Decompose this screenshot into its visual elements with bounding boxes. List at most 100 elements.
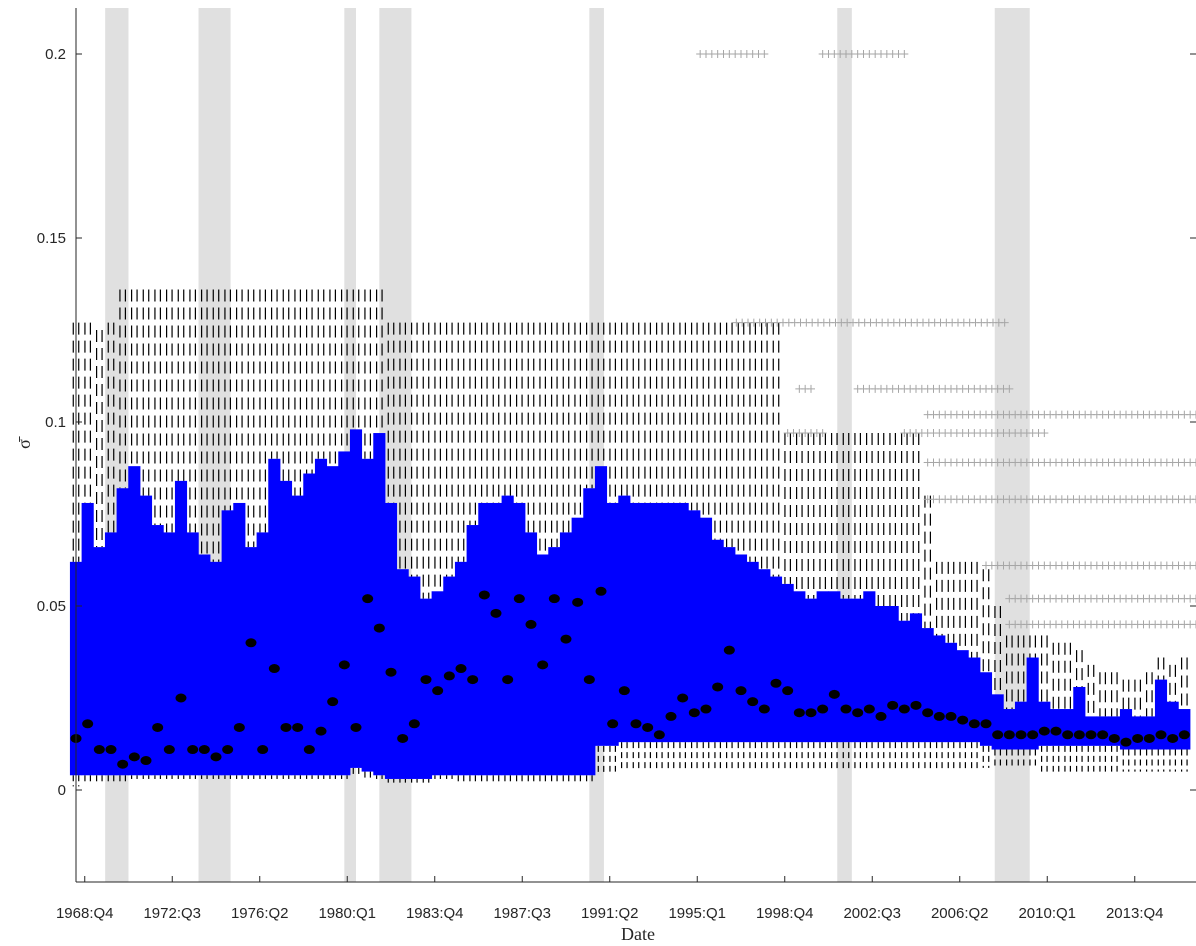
median-marker — [1003, 730, 1015, 740]
median-marker — [945, 711, 957, 721]
iqr-box — [221, 510, 234, 776]
median-marker — [922, 708, 934, 718]
median-marker — [128, 752, 140, 762]
iqr-box — [874, 606, 888, 743]
median-marker — [513, 594, 525, 604]
x-tick-label: 1972:Q3 — [143, 905, 201, 922]
median-marker — [1073, 730, 1085, 740]
median-marker — [863, 704, 875, 714]
median-marker — [455, 664, 467, 674]
x-tick-label: 1968:Q4 — [56, 905, 114, 922]
median-marker — [268, 664, 280, 674]
iqr-box — [314, 458, 328, 776]
median-marker — [875, 711, 887, 721]
median-marker — [712, 682, 724, 692]
median-marker — [187, 745, 199, 755]
x-tick-label: 1976:Q2 — [231, 905, 289, 922]
outlier-plus — [1192, 561, 1196, 570]
median-marker — [233, 722, 245, 732]
median-marker — [968, 719, 980, 729]
median-marker — [443, 671, 455, 681]
outlier-plus — [1192, 620, 1196, 629]
iqr-box — [209, 561, 223, 776]
iqr-box — [93, 547, 106, 776]
x-tick-label: 2010:Q1 — [1018, 905, 1076, 922]
outlier-plus — [900, 50, 909, 58]
y-axis-label: σ̄ — [14, 436, 34, 449]
median-marker — [618, 686, 630, 696]
iqr-box — [279, 480, 293, 776]
median-marker — [1143, 733, 1155, 743]
median-marker — [502, 675, 514, 685]
x-tick-label: 1995:Q1 — [668, 905, 726, 922]
median-marker — [840, 704, 852, 714]
median-marker — [758, 704, 770, 714]
median-marker — [373, 623, 385, 633]
recession-band — [837, 8, 852, 882]
outlier-plus — [760, 50, 769, 58]
median-marker — [1050, 726, 1062, 736]
iqr-box — [303, 473, 316, 776]
iqr-box — [816, 591, 829, 743]
iqr-box — [571, 517, 584, 776]
iqr-box — [618, 495, 631, 743]
median-marker — [1132, 733, 1144, 743]
iqr-box — [338, 451, 351, 776]
iqr-box — [886, 606, 899, 743]
iqr-box — [968, 657, 981, 743]
median-marker — [700, 704, 712, 714]
iqr-box — [793, 591, 806, 743]
x-tick-label: 1983:Q4 — [406, 905, 464, 922]
median-marker — [723, 645, 735, 655]
iqr-box — [1061, 709, 1074, 746]
iqr-box — [699, 517, 713, 743]
iqr-box — [1014, 701, 1028, 750]
median-marker — [898, 704, 910, 714]
iqr-box — [81, 502, 94, 776]
median-marker — [887, 700, 899, 710]
median-marker — [642, 722, 654, 732]
median-marker — [82, 719, 94, 729]
whiskers — [72, 289, 1188, 787]
iqr-box — [606, 502, 619, 746]
iqr-box — [769, 576, 783, 743]
median-marker — [350, 722, 362, 732]
median-marker — [1097, 730, 1109, 740]
median-marker — [747, 697, 759, 707]
iqr-box — [419, 598, 433, 779]
x-tick-label: 1998:Q4 — [756, 905, 814, 922]
median-marker — [1167, 733, 1179, 743]
median-marker — [362, 594, 374, 604]
outlier-plus — [1005, 384, 1014, 393]
iqr-box — [478, 502, 491, 776]
median-markers — [70, 586, 1190, 769]
iqr-box — [408, 576, 421, 779]
iqr-box — [781, 583, 794, 743]
median-marker — [292, 722, 304, 732]
x-tick-label: 1991:Q2 — [581, 905, 639, 922]
median-marker — [198, 745, 210, 755]
iqr-box — [373, 433, 386, 776]
median-marker — [793, 708, 805, 718]
ticks: 1968:Q4 1972:Q3 1976:Q2 1980:Q1 1983:Q4 1987:… — [37, 46, 1196, 922]
median-marker — [1155, 730, 1167, 740]
iqr-box — [933, 635, 946, 743]
median-marker — [1015, 730, 1027, 740]
median-marker — [735, 686, 747, 696]
iqr-box — [734, 554, 748, 743]
y-tick-label: 0.05 — [37, 598, 66, 615]
iqr-box — [909, 613, 923, 743]
median-marker — [910, 700, 922, 710]
median-marker — [992, 730, 1004, 740]
iqr-box — [641, 502, 654, 743]
median-marker — [572, 597, 584, 607]
median-marker — [560, 634, 572, 644]
iqr-box — [758, 569, 771, 743]
median-marker — [688, 708, 700, 718]
x-tick-label: 2002:Q3 — [843, 905, 901, 922]
iqr-box — [384, 502, 398, 779]
iqr-box — [653, 502, 666, 743]
iqr-box — [326, 466, 339, 776]
median-marker — [140, 756, 152, 766]
